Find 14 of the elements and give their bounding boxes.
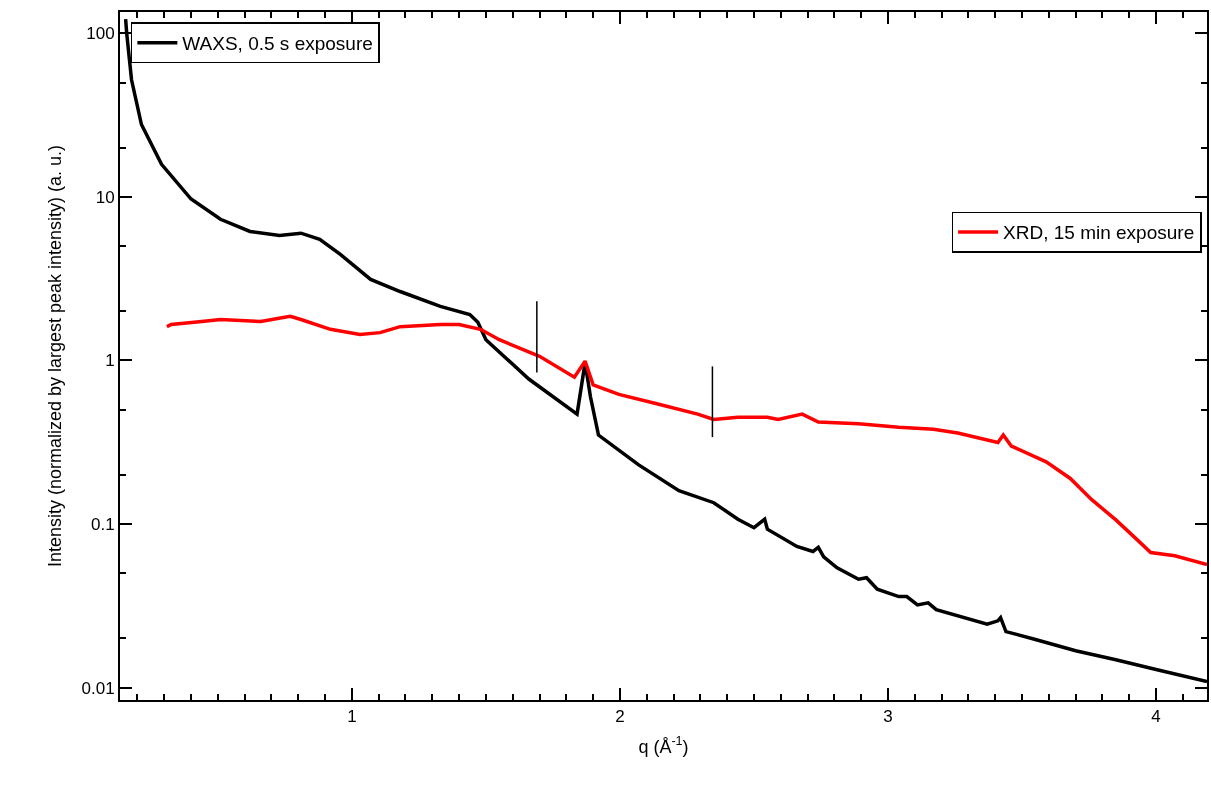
y-tick-label: 100 [86, 24, 115, 44]
legend-label: XRD, 15 min exposure [1003, 222, 1195, 244]
x-tick-label: 2 [615, 707, 625, 727]
x-tick-label: 1 [347, 707, 357, 727]
x-tick-label: 3 [883, 707, 893, 727]
y-tick-label: 10 [95, 187, 115, 207]
x-tick-label: 4 [1151, 707, 1161, 727]
y-tick-label: 1 [105, 351, 115, 371]
y-axis-title: Intensity (normalized by largest peak intensity) (a. u.) [45, 144, 66, 568]
y-tick-label: 0.01 [81, 678, 115, 698]
y-tick-label: 0.1 [90, 514, 115, 534]
x-axis-title: q (Å$^{-1}$) [638, 734, 689, 757]
legend-label: WAXS, 0.5 s exposure [182, 33, 373, 55]
line-series [165, 314, 1207, 567]
